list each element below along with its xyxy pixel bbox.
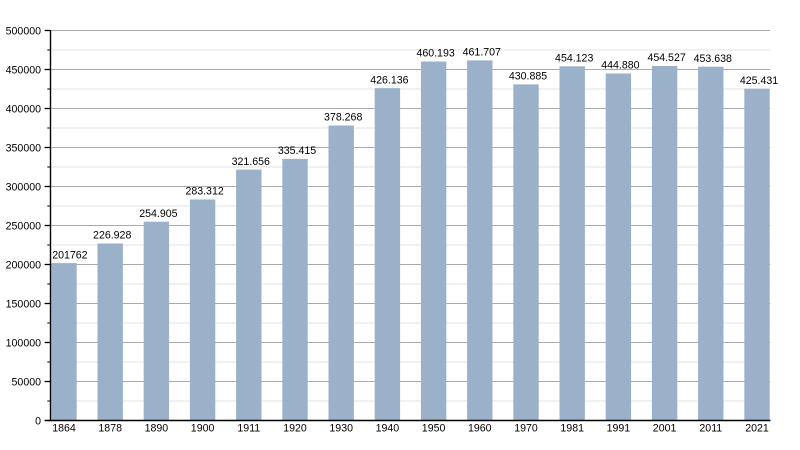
svg-text:453.638: 453.638 xyxy=(694,53,732,65)
svg-text:321.656: 321.656 xyxy=(232,156,270,168)
svg-text:454.527: 454.527 xyxy=(647,52,685,64)
svg-text:454.123: 454.123 xyxy=(555,53,593,65)
svg-text:250000: 250000 xyxy=(6,221,41,233)
svg-text:300000: 300000 xyxy=(6,182,41,194)
svg-text:400000: 400000 xyxy=(6,104,41,116)
svg-text:335.415: 335.415 xyxy=(278,145,316,157)
svg-text:201762: 201762 xyxy=(52,249,87,261)
svg-text:226.928: 226.928 xyxy=(93,230,131,242)
svg-text:2001: 2001 xyxy=(653,422,677,434)
svg-text:1900: 1900 xyxy=(191,422,215,434)
svg-text:1960: 1960 xyxy=(468,422,492,434)
svg-text:1911: 1911 xyxy=(237,422,260,434)
svg-text:254.905: 254.905 xyxy=(139,208,177,220)
svg-text:378.268: 378.268 xyxy=(324,112,362,124)
svg-text:1890: 1890 xyxy=(145,422,169,434)
svg-text:500000: 500000 xyxy=(6,26,41,38)
svg-text:2021: 2021 xyxy=(745,422,769,434)
svg-text:50000: 50000 xyxy=(12,377,42,389)
svg-text:100000: 100000 xyxy=(6,338,41,350)
svg-text:2011: 2011 xyxy=(699,422,722,434)
svg-text:1920: 1920 xyxy=(283,422,307,434)
svg-text:450000: 450000 xyxy=(6,65,41,77)
svg-text:426.136: 426.136 xyxy=(370,74,408,86)
svg-text:461.707: 461.707 xyxy=(463,47,501,59)
svg-text:444.880: 444.880 xyxy=(601,60,639,72)
svg-text:1878: 1878 xyxy=(98,422,122,434)
svg-text:0: 0 xyxy=(35,416,41,428)
svg-text:1991: 1991 xyxy=(607,422,631,434)
svg-text:1940: 1940 xyxy=(376,422,400,434)
svg-text:1864: 1864 xyxy=(52,422,76,434)
svg-text:150000: 150000 xyxy=(6,299,41,311)
svg-text:1981: 1981 xyxy=(560,422,584,434)
svg-text:425.431: 425.431 xyxy=(740,75,778,87)
svg-text:1950: 1950 xyxy=(422,422,446,434)
svg-text:283.312: 283.312 xyxy=(185,186,223,198)
svg-text:350000: 350000 xyxy=(6,143,41,155)
svg-text:1970: 1970 xyxy=(514,422,538,434)
svg-text:430.885: 430.885 xyxy=(509,71,547,83)
svg-text:1930: 1930 xyxy=(329,422,353,434)
svg-text:460.193: 460.193 xyxy=(416,48,454,60)
svg-text:200000: 200000 xyxy=(6,260,41,272)
